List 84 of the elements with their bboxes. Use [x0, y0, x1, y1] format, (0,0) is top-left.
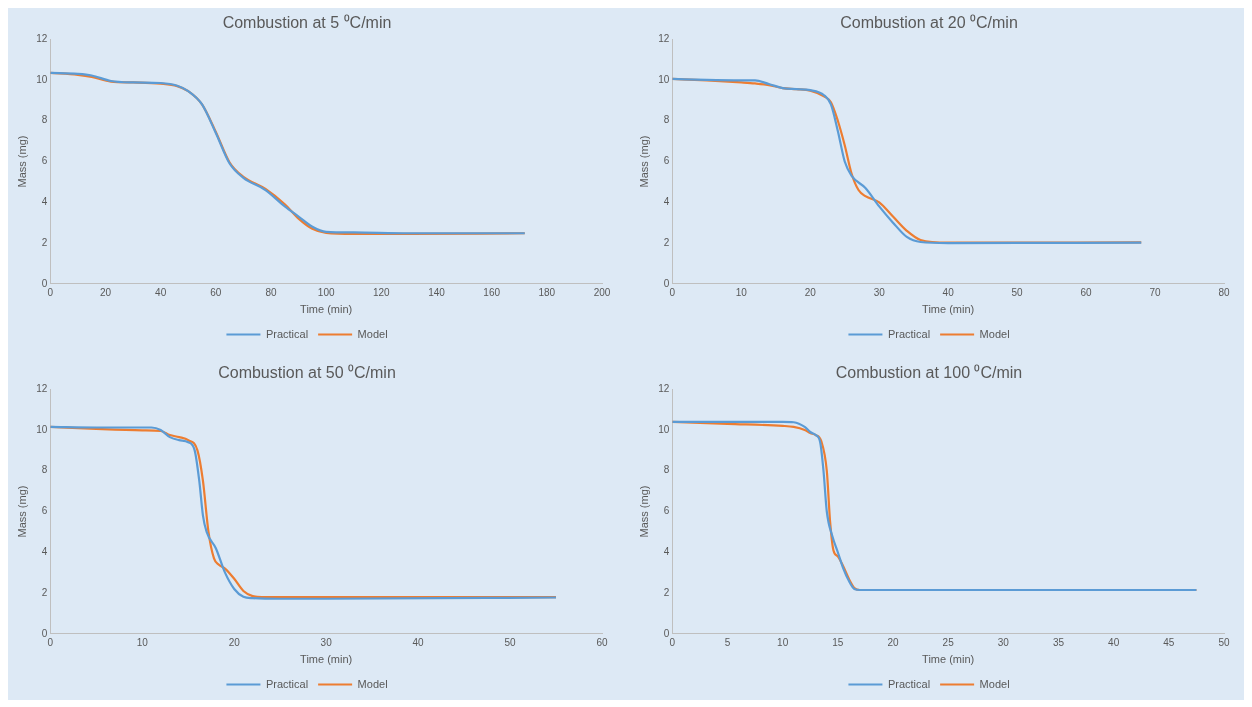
y-tick-label: 8: [41, 114, 48, 126]
x-tick-label: 20: [99, 286, 112, 298]
x-tick-label: 20: [804, 286, 817, 298]
y-tick-label: 8: [663, 464, 670, 476]
x-tick-label: 180: [538, 286, 556, 298]
y-tick-label: 0: [663, 277, 670, 289]
y-tick-label: 2: [663, 586, 670, 598]
y-tick-label: 0: [663, 627, 670, 639]
y-tick-label: 10: [36, 73, 48, 85]
y-tick-label: 6: [41, 155, 48, 167]
legend-label: Practical: [887, 677, 931, 690]
line-series: [50, 71, 526, 235]
x-tick-label: 30: [320, 636, 333, 648]
x-tick-label: 50: [1218, 636, 1230, 648]
x-tick-label: 10: [735, 286, 748, 298]
x-tick-label: 35: [1052, 636, 1065, 648]
legend-label: Model: [979, 327, 1010, 340]
x-tick-label: 50: [504, 636, 517, 648]
y-tick-label: 12: [36, 382, 48, 394]
x-tick-label: 40: [412, 636, 425, 648]
x-tick-label: 20: [887, 636, 899, 648]
y-tick-label: 0: [41, 627, 48, 639]
y-tick-label: 12: [658, 32, 670, 44]
x-tick-label: 20: [228, 636, 241, 648]
y-tick-label: 4: [663, 546, 670, 558]
x-tick-label: 160: [483, 286, 501, 298]
y-tick-label: 12: [36, 32, 48, 44]
y-axis-title: Mass (mg): [15, 485, 28, 538]
legend-label: Model: [357, 677, 388, 690]
y-axis-title: Mass (mg): [637, 135, 650, 188]
y-tick-label: 8: [41, 464, 48, 476]
x-tick-label: 50: [1011, 286, 1024, 298]
x-tick-label: 60: [210, 286, 222, 298]
y-tick-label: 12: [658, 382, 670, 394]
legend-label: Model: [357, 327, 388, 340]
x-tick-label: 120: [372, 286, 391, 298]
line-series: [672, 420, 1198, 592]
legend-label: Practical: [265, 327, 309, 340]
x-tick-label: 45: [1163, 636, 1175, 648]
y-tick-label: 4: [41, 196, 48, 208]
x-tick-label: 25: [942, 636, 955, 648]
x-axis-title: Time (min): [300, 303, 353, 316]
y-tick-label: 6: [663, 505, 670, 517]
y-tick-label: 4: [41, 546, 48, 558]
x-tick-label: 30: [873, 286, 886, 298]
chart-title: Combustion at 50 ⁰C/min: [218, 364, 396, 382]
x-tick-label: 10: [136, 636, 149, 648]
x-tick-label: 40: [942, 286, 955, 298]
legend-label: Model: [979, 677, 1010, 690]
y-tick-label: 10: [658, 423, 670, 435]
y-tick-label: 0: [41, 277, 48, 289]
y-tick-label: 2: [41, 586, 48, 598]
x-tick-label: 15: [832, 636, 844, 648]
x-axis-title: Time (min): [922, 653, 975, 666]
x-tick-label: 5: [724, 636, 731, 648]
y-axis-title: Mass (mg): [15, 135, 28, 188]
y-tick-label: 8: [663, 114, 670, 126]
y-tick-label: 4: [663, 196, 670, 208]
legend-label: Practical: [887, 327, 931, 340]
x-tick-label: 140: [428, 286, 446, 298]
x-tick-label: 200: [593, 286, 611, 298]
x-tick-label: 10: [777, 636, 789, 648]
y-tick-label: 2: [663, 236, 670, 248]
x-tick-label: 80: [265, 286, 277, 298]
y-axis-title: Mass (mg): [637, 485, 650, 538]
y-tick-label: 6: [41, 505, 48, 517]
legend-label: Practical: [265, 677, 309, 690]
chart-title: Combustion at 100 ⁰C/min: [835, 364, 1023, 382]
x-tick-label: 60: [596, 636, 608, 648]
x-tick-label: 40: [1108, 636, 1120, 648]
x-tick-label: 100: [317, 286, 335, 298]
y-tick-label: 10: [658, 73, 670, 85]
x-tick-label: 30: [997, 636, 1010, 648]
y-tick-label: 10: [36, 423, 48, 435]
chart-title: Combustion at 20 ⁰C/min: [840, 14, 1018, 32]
y-tick-label: 6: [663, 155, 670, 167]
x-tick-label: 60: [1080, 286, 1093, 298]
x-tick-label: 70: [1149, 286, 1162, 298]
y-tick-label: 2: [41, 236, 48, 248]
x-axis-title: Time (min): [922, 303, 975, 316]
x-tick-label: 80: [1218, 286, 1230, 298]
chart-title: Combustion at 5 ⁰C/min: [222, 14, 392, 32]
x-tick-label: 40: [155, 286, 167, 298]
x-axis-title: Time (min): [300, 653, 353, 666]
